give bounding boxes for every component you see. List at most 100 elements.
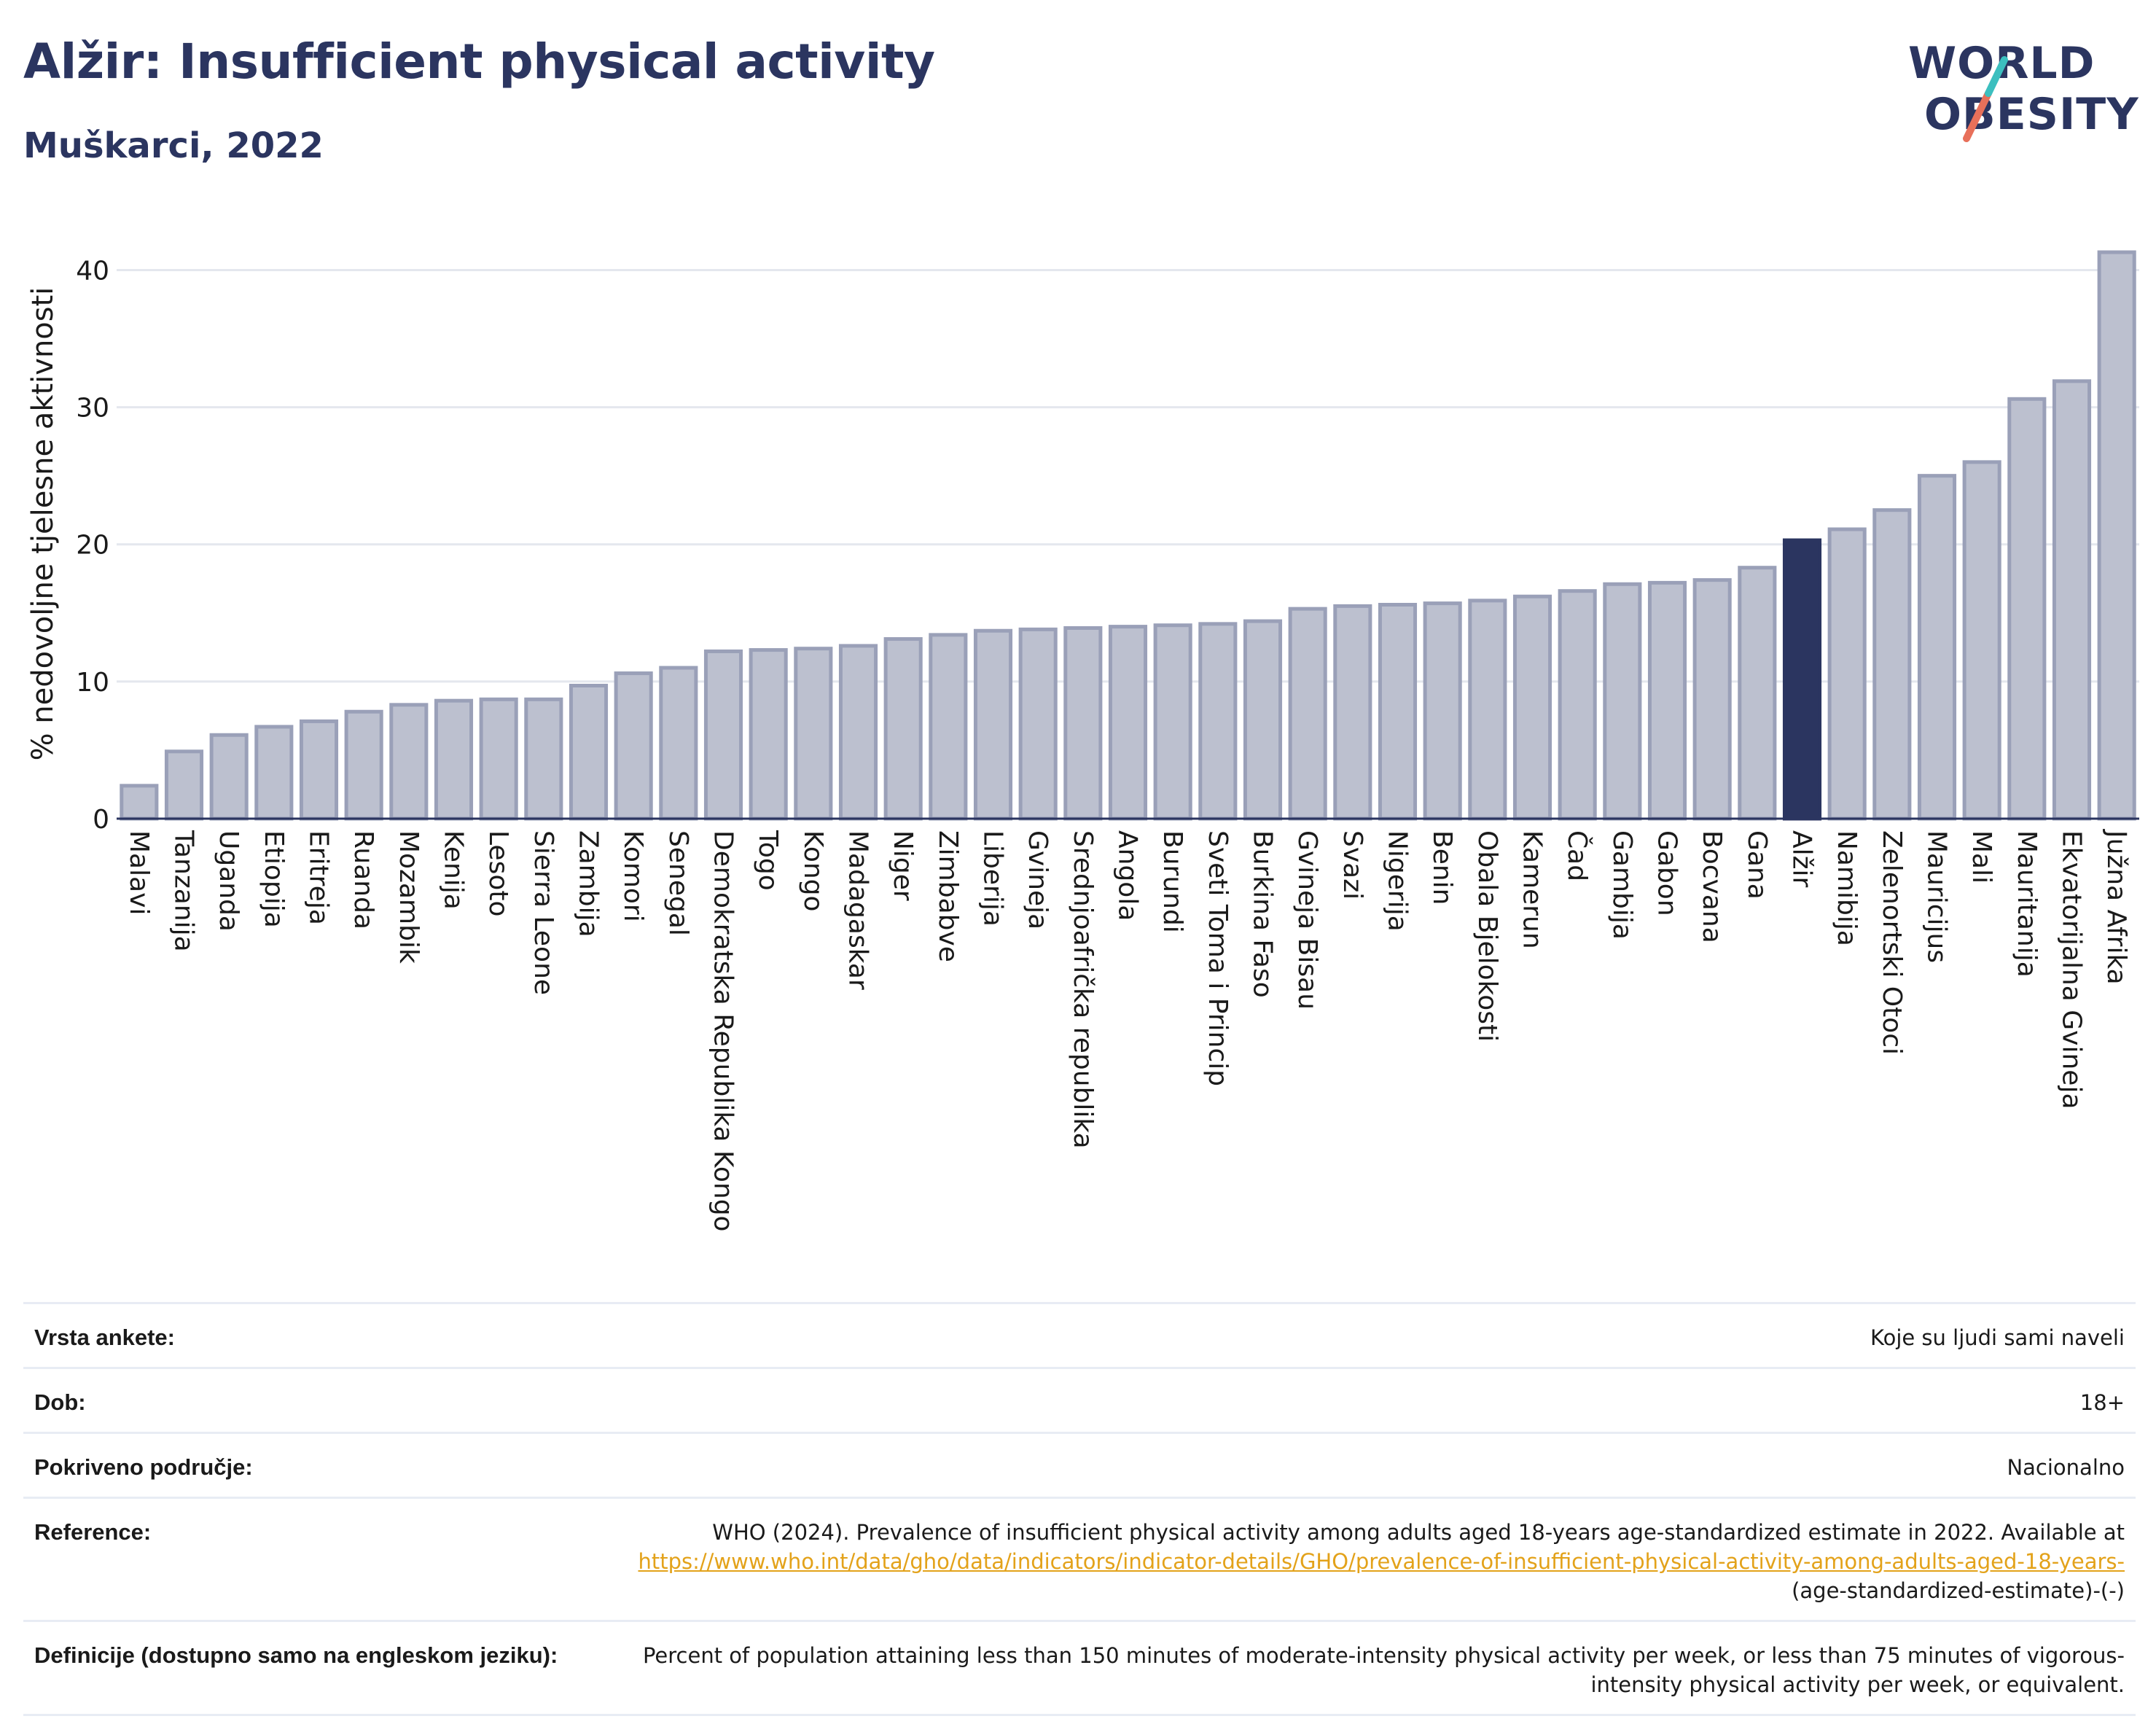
- logo-line2: OBESITY: [1924, 89, 2139, 140]
- x-tick-label: Lesoto: [483, 830, 513, 917]
- x-tick-label: Uganda: [214, 830, 243, 932]
- x-tick-label: Ruanda: [348, 830, 378, 929]
- bar-chart: 0 10 20 30 40 % nedovoljne tjelesne aktivnost…: [26, 250, 2139, 1232]
- x-tick-label: Alžir: [1787, 830, 1817, 888]
- x-tick-label: Kenija: [439, 830, 469, 910]
- x-tick-label: Zambija: [574, 830, 604, 937]
- bar-17: [883, 637, 923, 821]
- x-tick-label: Kamerun: [1518, 830, 1547, 949]
- coverage-row: Pokriveno područje: Nacionalno: [23, 1432, 2136, 1497]
- bar-15: [794, 647, 833, 821]
- bar-5: [344, 709, 383, 821]
- world-obesity-logo: WORLD OBESITY: [1902, 29, 2143, 160]
- x-tick-label: Sierra Leone: [528, 830, 558, 995]
- bar-41: [1962, 460, 2001, 821]
- bar-10: [569, 684, 609, 821]
- coverage-label: Pokriveno područje:: [34, 1454, 253, 1480]
- x-tick-label: Obala Bjelokosti: [1472, 830, 1502, 1042]
- bar-30: [1468, 599, 1507, 821]
- x-tick-label: Svazi: [1337, 830, 1367, 900]
- bar-26: [1288, 607, 1327, 821]
- bar-0: [120, 784, 159, 821]
- x-tick-label: Bocvana: [1697, 830, 1727, 943]
- bar-34: [1647, 580, 1687, 821]
- bar-27: [1333, 604, 1372, 821]
- bar-2: [209, 733, 249, 821]
- bar-35: [1692, 578, 1732, 821]
- bar-37: [1782, 538, 1822, 821]
- definition-value: Percent of population attaining less tha…: [642, 1643, 2125, 1697]
- page-title: Alžir: Insufficient physical activity: [23, 34, 935, 90]
- bar-32: [1558, 589, 1597, 821]
- page-subtitle: Muškarci, 2022: [23, 125, 324, 166]
- bar-12: [659, 666, 698, 821]
- x-tick-label: Namibija: [1832, 830, 1862, 946]
- x-tick-label: Mozambik: [394, 830, 423, 964]
- bar-3: [254, 725, 294, 821]
- x-tick-label: Eritreja: [304, 830, 334, 925]
- bar-18: [929, 633, 968, 821]
- age-label: Dob:: [34, 1389, 86, 1415]
- x-tick-label: Niger: [888, 830, 918, 901]
- survey-type-value: Koje su ljudi sami naveli: [1870, 1325, 2125, 1350]
- x-tick-label: Srednjoafrička republika: [1068, 830, 1098, 1149]
- x-tick-label: Burkina Faso: [1248, 830, 1278, 998]
- x-tick-label: Angola: [1113, 830, 1143, 921]
- bar-24: [1198, 622, 1238, 821]
- bar-16: [838, 644, 878, 821]
- x-tick-label: Demokratska Republika Kongo: [708, 830, 738, 1232]
- bar-4: [299, 719, 339, 821]
- x-tick-label: Etiopija: [259, 830, 289, 928]
- x-tick-label: Nigerija: [1383, 830, 1413, 932]
- bar-21: [1063, 625, 1103, 821]
- bar-14: [749, 648, 788, 821]
- x-tick-label: Južna Afrika: [2101, 829, 2131, 985]
- bar-43: [2052, 379, 2092, 821]
- x-tick-label: Kongo: [798, 830, 828, 912]
- x-tick-label: Mauricijus: [1922, 830, 1952, 963]
- bar-11: [614, 671, 653, 821]
- reference-suffix: (age-standardized-estimate)-(-): [1792, 1578, 2125, 1603]
- definition-row: Definicije (dostupno samo na engleskom j…: [23, 1620, 2136, 1716]
- x-tick-label: Togo: [753, 830, 783, 891]
- coverage-value: Nacionalno: [2007, 1455, 2125, 1480]
- bar-28: [1378, 603, 1418, 821]
- age-row: Dob: 18+: [23, 1367, 2136, 1432]
- bar-33: [1603, 582, 1642, 821]
- x-tick-label: Gvineja Bisau: [1292, 830, 1322, 1010]
- x-tick-label: Gabon: [1652, 830, 1682, 916]
- x-tick-label: Zimbabve: [933, 830, 963, 962]
- x-tick-label: Mauritanija: [2012, 830, 2042, 978]
- bar-29: [1423, 601, 1462, 821]
- bar-38: [1827, 527, 1867, 821]
- reference-link[interactable]: https://www.who.int/data/gho/data/indica…: [638, 1549, 2125, 1574]
- bar-7: [434, 698, 474, 821]
- bar-8: [479, 697, 518, 821]
- x-tick-label: Tanzanija: [169, 830, 199, 952]
- y-tick-label: 20: [76, 531, 109, 561]
- x-tick-label: Mali: [1966, 830, 1996, 884]
- bar-20: [1018, 627, 1058, 821]
- age-value: 18+: [2079, 1390, 2125, 1415]
- bar-31: [1512, 594, 1552, 821]
- x-tick-label: Zelenortski Otoci: [1877, 830, 1907, 1055]
- bar-40: [1917, 474, 1957, 821]
- logo-slash-icon: [1963, 56, 2008, 142]
- x-tick-label: Burundi: [1157, 830, 1187, 933]
- bar-23: [1153, 623, 1192, 821]
- y-tick-label: 40: [76, 256, 109, 286]
- bar-13: [703, 649, 743, 821]
- bar-25: [1243, 619, 1283, 821]
- y-axis-label: % nedovoljne tjelesne aktivnosti: [26, 287, 60, 761]
- x-tick-label: Benin: [1427, 830, 1457, 905]
- bar-36: [1738, 566, 1777, 821]
- reference-value: WHO (2024). Prevalence of insufficient p…: [594, 1518, 2125, 1605]
- bar-19: [973, 628, 1013, 821]
- x-tick-label: Čad: [1562, 830, 1593, 881]
- x-tick-label: Malavi: [124, 830, 154, 916]
- bar-6: [389, 703, 429, 821]
- y-tick-label: 30: [76, 394, 109, 424]
- x-tick-label: Liberija: [978, 830, 1008, 927]
- metadata-table: Vrsta ankete: Koje su ljudi sami naveli …: [23, 1302, 2136, 1716]
- x-tick-label: Senegal: [663, 830, 693, 936]
